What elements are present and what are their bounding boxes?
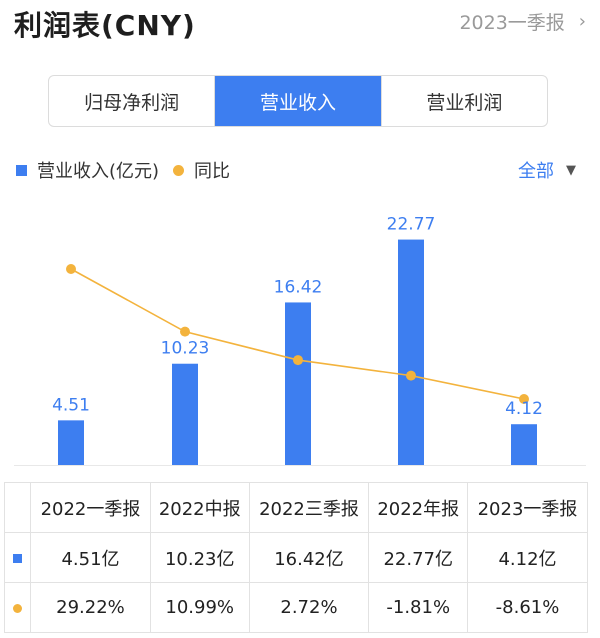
yoy-point	[180, 326, 190, 337]
revenue-bar	[285, 302, 311, 465]
line-legend-dot-icon	[173, 164, 185, 176]
table-cell: 16.42亿	[248, 532, 370, 583]
tab-revenue[interactable]: 营业收入	[215, 76, 382, 126]
chart-legend: 营业收入(亿元) 同比	[16, 157, 230, 183]
table-header-cell: 2022年报	[368, 482, 468, 533]
yoy-point	[66, 264, 76, 274]
bar-data-label: 16.42	[274, 277, 323, 297]
data-table: 2022一季报 2022中报 2022三季报 2022年报 2023一季报 4.…	[4, 482, 588, 633]
table-corner-cell	[4, 482, 31, 533]
table-cell: 4.51亿	[30, 532, 151, 583]
period-selector[interactable]: 2023一季报 ›	[459, 8, 586, 35]
metric-tabs: 归母净利润 营业收入 营业利润	[48, 75, 548, 127]
table-header-cell: 2022一季报	[30, 482, 151, 533]
tab-operating-profit[interactable]: 营业利润	[426, 91, 503, 114]
table-header-cell: 2022中报	[149, 482, 250, 533]
table-row-yoy: 29.22% 10.99% 2.72% -1.81% -8.61%	[4, 582, 588, 633]
table-cell: -8.61%	[467, 582, 588, 633]
bar-data-label: 10.23	[161, 339, 210, 359]
revenue-chart: 4.51 10.23 16.42 22.77 4.12	[14, 215, 586, 466]
revenue-bar	[511, 424, 537, 465]
table-cell: 4.12亿	[467, 532, 588, 583]
legend-revenue-label: 营业收入(亿元)	[37, 161, 160, 182]
bar-data-label: 22.77	[387, 215, 436, 235]
yoy-point	[519, 394, 529, 404]
table-cell: 10.99%	[149, 582, 250, 633]
yoy-point	[406, 370, 416, 381]
table-header-row: 2022一季报 2022中报 2022三季报 2022年报 2023一季报	[4, 482, 588, 533]
table-header-cell: 2023一季报	[467, 482, 588, 533]
yoy-row-marker	[4, 582, 31, 633]
revenue-bar	[172, 363, 198, 465]
legend-yoy-label: 同比	[194, 161, 231, 182]
revenue-bar	[398, 239, 424, 465]
table-cell: -1.81%	[368, 582, 468, 633]
filter-label: 全部	[518, 161, 554, 182]
table-cell: 10.23亿	[149, 532, 250, 583]
bar-data-label: 4.51	[52, 395, 90, 415]
filter-dropdown[interactable]: 全部 ▼	[518, 157, 576, 183]
dot-icon	[13, 604, 22, 613]
table-cell: 29.22%	[30, 582, 151, 633]
yoy-point	[293, 355, 303, 366]
page-title: 利润表(CNY)	[14, 9, 196, 42]
revenue-row-marker	[4, 532, 31, 583]
header: 利润表(CNY) 2023一季报 ›	[14, 0, 586, 44]
square-icon	[13, 554, 22, 563]
bar-data-label: 4.12	[505, 399, 543, 419]
revenue-bar	[58, 420, 84, 465]
chevron-right-icon: ›	[578, 11, 586, 32]
tab-net-profit[interactable]: 归母净利润	[49, 76, 216, 126]
table-row-revenue: 4.51亿 10.23亿 16.42亿 22.77亿 4.12亿	[4, 532, 588, 583]
table-header-cell: 2022三季报	[248, 482, 370, 533]
caret-down-icon: ▼	[566, 162, 576, 178]
table-cell: 2.72%	[248, 582, 370, 633]
period-label: 2023一季报	[459, 12, 565, 34]
table-cell: 22.77亿	[368, 532, 468, 583]
bar-legend-square-icon	[16, 164, 27, 176]
